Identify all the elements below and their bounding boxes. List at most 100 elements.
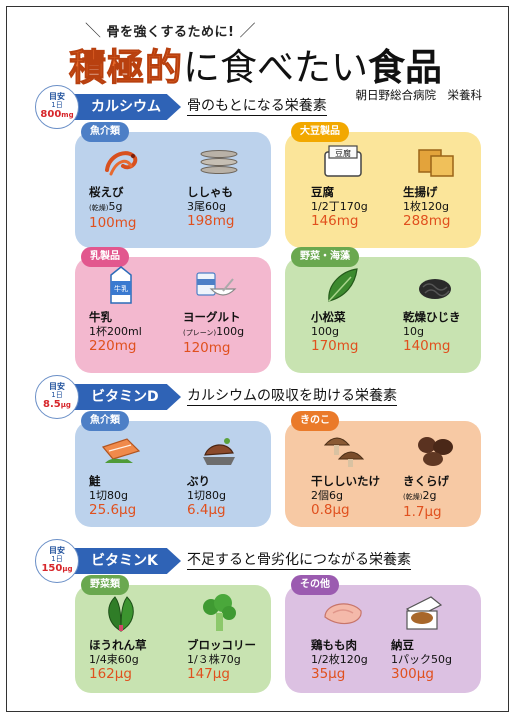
food-name: 干ししいたけ [311, 474, 380, 488]
nutrient-value: 147μg [187, 666, 230, 682]
fried-tofu-icon [418, 149, 454, 177]
nutrient-value: 162μg [89, 666, 132, 682]
food-item: 干ししいたけ 2個6g 0.8μg [311, 437, 401, 519]
yogurt-icon [196, 272, 237, 296]
food-name: ほうれん草 [89, 638, 147, 652]
food-group-card: 乳製品 牛乳 牛乳 1杯200ml 220mg ヨーグルト (プレーン)100g… [75, 247, 273, 373]
food-name: ヨーグルト [183, 310, 241, 324]
serving-amount: 100g [311, 325, 339, 338]
food-group-card: 魚介類 桜えび (乾燥)5g 100mg ししゃも 3尾60g 198mg [75, 122, 271, 248]
food-group-card: 魚介類 鮭 1切80g 25.6μg ぶり 1切80g 6.4μg [75, 411, 271, 527]
food-item: 牛乳 牛乳 1杯200ml 220mg [89, 266, 179, 355]
food-name: 小松菜 [311, 310, 346, 324]
nutrient-value: 288mg [403, 213, 451, 229]
food-name: 牛乳 [89, 310, 112, 324]
serving-amount: 1パック50g [391, 653, 452, 666]
nutrient-ribbon: ビタミンD [63, 384, 181, 410]
nutrient-value: 146mg [311, 213, 359, 229]
serving-amount: (乾燥)2g [403, 489, 437, 502]
section-subtitle: 骨のもとになる栄養素 [187, 98, 327, 116]
food-item: 鶏もも肉 1/2枚120g 35μg [311, 603, 401, 683]
food-item: 桜えび (乾燥)5g 100mg [89, 151, 179, 232]
food-item: 鮭 1切80g 25.6μg [89, 438, 179, 519]
serving-amount: 1切80g [187, 489, 226, 502]
food-item: 豆腐 豆腐 1/2丁170g 146mg [311, 145, 401, 230]
broccoli-icon [203, 594, 236, 631]
food-group-card: 野菜類 ほうれん草 1/4束60g 162μg ブロッコリー 1/３株70g 1… [75, 575, 271, 693]
nutrient-value: 198mg [187, 213, 235, 229]
food-item: ししゃも 3尾60g 198mg [187, 150, 277, 230]
food-name: 納豆 [391, 638, 414, 652]
category-label: その他 [291, 575, 339, 595]
food-name: ブロッコリー [187, 638, 256, 652]
food-name: 豆腐 [311, 185, 334, 199]
nutrient-value: 35μg [311, 666, 346, 682]
serving-amount: 1枚120g [403, 200, 449, 213]
serving-amount: (乾燥)5g [89, 200, 123, 213]
food-name: ししゃも [187, 185, 233, 199]
milk-carton-icon: 牛乳 [110, 266, 132, 304]
serving-amount: 1/2丁170g [311, 200, 368, 213]
nutrient-ribbon: カルシウム [63, 94, 181, 120]
serving-amount: 1/３株70g [187, 653, 241, 666]
spinach-icon [108, 596, 134, 632]
section-subtitle: 不足すると骨劣化につながる栄養素 [187, 552, 411, 570]
poster: ＼ 骨を強くするために! ／ 積極的に食べたい食品 朝日野総合病院 栄養科 目安… [6, 6, 509, 712]
food-group-card: 野菜・海藻 小松菜 100g 170mg 乾燥ひじき 10g 140mg [285, 247, 481, 373]
nutrient-value: 6.4μg [187, 502, 226, 518]
nutrient-value: 220mg [89, 338, 137, 354]
category-label: 野菜・海藻 [291, 247, 359, 267]
food-name: ぶり [187, 474, 210, 488]
serving-amount: 10g [403, 325, 424, 338]
shishamo-fish-icon [200, 150, 238, 174]
section-subtitle: カルシウムの吸収を助ける栄養素 [187, 388, 397, 406]
serving-amount: 3尾60g [187, 200, 226, 213]
food-item: きくらげ (乾燥)2g 1.7μg [403, 437, 493, 521]
daily-goal-badge: 目安 1日 150μg [35, 539, 79, 583]
serving-amount: 1杯200ml [89, 325, 142, 338]
food-group-card: 大豆製品 豆腐 豆腐 1/2丁170g 146mg 生揚げ 1枚120g 288… [285, 122, 481, 248]
shrimp-icon [105, 151, 138, 176]
food-name: 鮭 [89, 474, 101, 488]
chicken-thigh-icon [324, 603, 362, 625]
food-name: 桜えび [89, 185, 124, 199]
food-group-card: その他 鶏もも肉 1/2枚120g 35μg 納豆 1パック50g 300μg [285, 575, 481, 693]
category-label: 魚介類 [81, 122, 129, 142]
nutrient-value: 100mg [89, 215, 137, 231]
food-item: 生揚げ 1枚120g 288mg [403, 149, 493, 230]
food-item: ブロッコリー 1/３株70g 147μg [187, 594, 277, 683]
daily-goal-badge: 目安 1日 800mg [35, 85, 79, 129]
food-group-card: きのこ 干ししいたけ 2個6g 0.8μg きくらげ (乾燥)2g 1.7μg [285, 411, 481, 527]
natto-icon [405, 596, 443, 630]
category-label: 大豆製品 [291, 122, 349, 142]
food-item: 小松菜 100g 170mg [311, 268, 401, 355]
wood-ear-icon [418, 437, 453, 466]
nutrient-value: 0.8μg [311, 502, 350, 518]
food-item: ヨーグルト (プレーン)100g 120mg [183, 272, 273, 357]
food-item: ぶり 1切80g 6.4μg [187, 438, 277, 519]
dried-shiitake-icon [323, 437, 365, 467]
category-label: 魚介類 [81, 411, 129, 431]
tagline: ＼ 骨を強くするために! ／ [85, 21, 257, 40]
food-name: 鶏もも肉 [311, 638, 357, 652]
serving-amount: 2個6g [311, 489, 343, 502]
category-label: 乳製品 [81, 247, 129, 267]
food-item: 乾燥ひじき 10g 140mg [403, 279, 493, 355]
page-title: 積極的に食べたい食品 [69, 46, 443, 90]
nutrient-ribbon: ビタミンK [63, 548, 181, 574]
food-name: 乾燥ひじき [403, 310, 461, 324]
nutrient-value: 170mg [311, 338, 359, 354]
nutrient-value: 140mg [403, 338, 451, 354]
food-item: 納豆 1パック50g 300μg [391, 596, 481, 683]
serving-amount: 1切80g [89, 489, 128, 502]
nutrient-value: 1.7μg [403, 504, 442, 520]
food-item: ほうれん草 1/4束60g 162μg [89, 596, 179, 683]
category-label: きのこ [291, 411, 339, 431]
food-name: きくらげ [403, 474, 449, 488]
hospital-name: 朝日野総合病院 栄養科 [355, 88, 483, 102]
komatsuna-icon [328, 268, 358, 302]
tofu-icon: 豆腐 [324, 145, 362, 177]
nutrient-value: 300μg [391, 666, 434, 682]
food-name: 生揚げ [403, 185, 438, 199]
hijiki-icon [419, 279, 451, 299]
